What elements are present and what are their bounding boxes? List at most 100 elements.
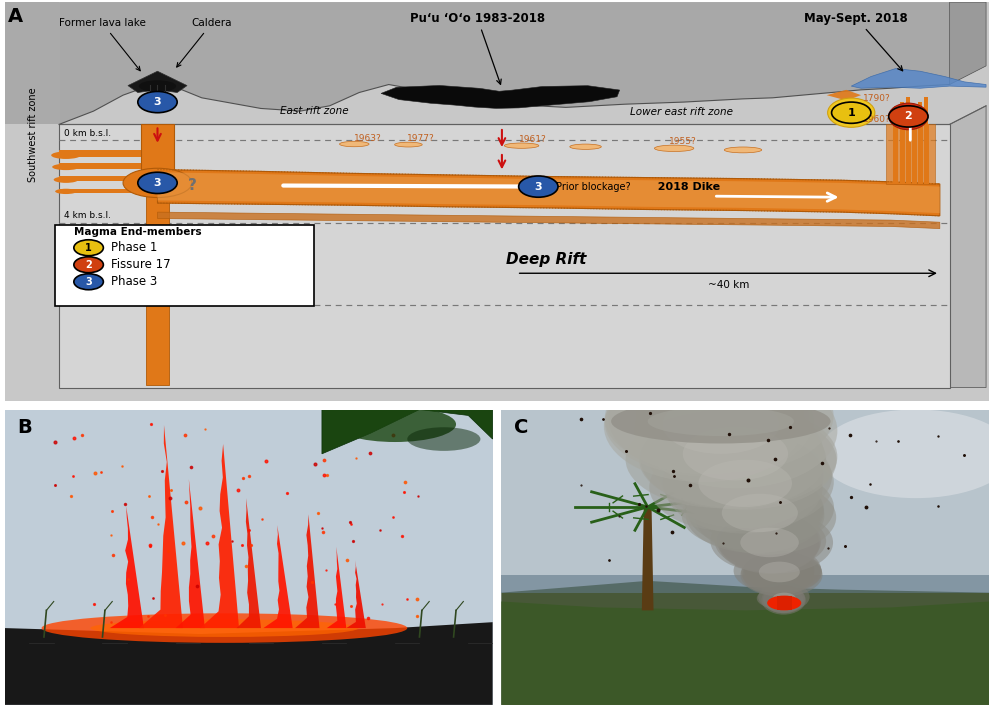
Ellipse shape (90, 619, 358, 637)
Circle shape (138, 173, 178, 194)
Text: Magma End-members: Magma End-members (73, 228, 201, 238)
Bar (501, 575, 989, 592)
Text: C: C (514, 419, 528, 438)
Text: 4 km b.s.l.: 4 km b.s.l. (64, 211, 111, 220)
Text: ×: × (533, 180, 545, 194)
Bar (925, 98, 928, 124)
Text: 2: 2 (905, 112, 913, 122)
Ellipse shape (604, 370, 803, 482)
Bar (60, 151, 148, 157)
Ellipse shape (52, 151, 80, 159)
Circle shape (138, 91, 178, 112)
Polygon shape (176, 479, 205, 628)
Ellipse shape (758, 583, 809, 611)
Ellipse shape (763, 586, 804, 613)
Polygon shape (949, 106, 986, 387)
Ellipse shape (663, 395, 780, 454)
Circle shape (889, 106, 928, 127)
Ellipse shape (741, 551, 822, 593)
Bar (894, 106, 898, 124)
Circle shape (73, 240, 103, 256)
Text: Former lava lake: Former lava lake (60, 18, 146, 71)
Ellipse shape (740, 527, 799, 557)
Polygon shape (346, 561, 366, 628)
Text: 1963?: 1963? (354, 134, 382, 143)
Circle shape (73, 274, 103, 290)
Ellipse shape (763, 585, 806, 613)
Bar (893, 124, 898, 184)
Ellipse shape (889, 103, 928, 129)
Bar (60, 163, 148, 168)
Text: 1960?: 1960? (863, 115, 891, 124)
Ellipse shape (395, 142, 423, 147)
Text: A: A (8, 8, 23, 26)
Polygon shape (158, 170, 939, 216)
Text: 1790?: 1790? (863, 94, 891, 103)
Polygon shape (146, 196, 170, 385)
Ellipse shape (334, 407, 456, 442)
Polygon shape (642, 507, 654, 610)
Ellipse shape (757, 588, 805, 609)
Polygon shape (158, 173, 939, 214)
Ellipse shape (745, 551, 821, 592)
Ellipse shape (645, 401, 823, 501)
Ellipse shape (702, 470, 834, 545)
Ellipse shape (56, 189, 76, 194)
Ellipse shape (695, 480, 836, 554)
Text: Prior blockage?: Prior blockage? (557, 182, 631, 192)
Ellipse shape (767, 595, 802, 610)
Ellipse shape (605, 365, 809, 472)
Ellipse shape (710, 510, 818, 571)
Ellipse shape (660, 431, 823, 522)
Polygon shape (5, 2, 60, 124)
Ellipse shape (663, 436, 819, 528)
Ellipse shape (408, 427, 480, 451)
Ellipse shape (424, 92, 472, 104)
Text: 1: 1 (847, 107, 855, 117)
Ellipse shape (608, 361, 805, 474)
Circle shape (73, 257, 103, 273)
Ellipse shape (651, 411, 836, 510)
Text: ?: ? (187, 178, 196, 193)
Bar (912, 124, 917, 184)
Text: Puʻu ʻOʻo 1983-2018: Puʻu ʻOʻo 1983-2018 (410, 11, 545, 84)
Ellipse shape (649, 443, 812, 531)
Text: 3: 3 (154, 97, 162, 107)
Ellipse shape (744, 548, 821, 590)
Ellipse shape (773, 592, 796, 604)
Ellipse shape (626, 411, 811, 508)
Ellipse shape (605, 368, 813, 477)
Text: May-Sept. 2018: May-Sept. 2018 (805, 11, 908, 71)
Polygon shape (141, 124, 175, 170)
Polygon shape (949, 2, 986, 85)
Polygon shape (5, 622, 493, 705)
Ellipse shape (54, 177, 78, 183)
Ellipse shape (635, 373, 837, 489)
Ellipse shape (682, 427, 788, 481)
Ellipse shape (716, 513, 826, 569)
Polygon shape (501, 581, 989, 705)
Polygon shape (826, 90, 861, 100)
Bar (777, 595, 792, 610)
Polygon shape (295, 515, 319, 628)
Ellipse shape (759, 561, 800, 583)
Ellipse shape (720, 512, 820, 574)
Ellipse shape (42, 613, 408, 643)
Ellipse shape (743, 554, 813, 595)
Text: 3: 3 (154, 178, 162, 188)
Ellipse shape (648, 407, 794, 436)
Ellipse shape (694, 472, 823, 544)
Ellipse shape (665, 442, 822, 534)
Text: Deep Rift: Deep Rift (506, 252, 586, 267)
Ellipse shape (53, 164, 79, 170)
Polygon shape (322, 409, 493, 454)
Ellipse shape (534, 94, 578, 104)
Text: 1961?: 1961? (519, 135, 547, 144)
Ellipse shape (764, 587, 804, 612)
Text: Phase 3: Phase 3 (111, 275, 158, 288)
Polygon shape (851, 69, 986, 88)
Bar (60, 189, 148, 193)
Ellipse shape (657, 408, 837, 506)
Text: ~40 km: ~40 km (707, 280, 749, 290)
Ellipse shape (655, 145, 693, 151)
